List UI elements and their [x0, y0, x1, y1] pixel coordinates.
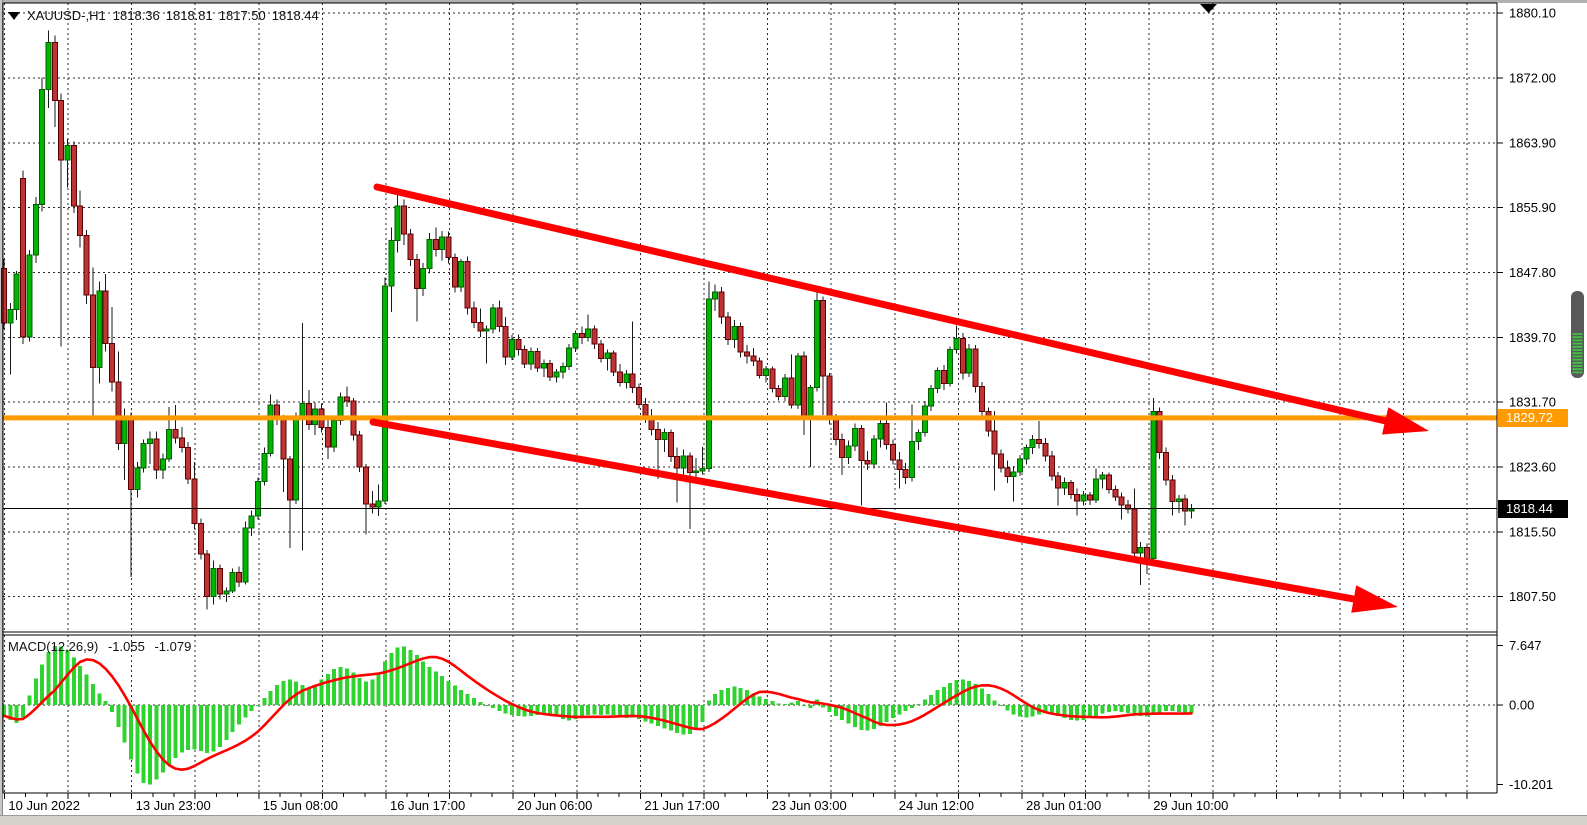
macd-signal-line [2, 655, 1193, 772]
price-tick-label: 1839.70 [1509, 330, 1556, 345]
candles [1, 30, 1195, 610]
symbol-marker-icon [8, 11, 20, 20]
time-tick-label: 28 Jun 01:00 [1026, 798, 1101, 813]
quote-high: 1818.81 [165, 8, 213, 23]
time-tick-label: 23 Jun 03:00 [772, 798, 847, 813]
quote-close: 1818.44 [271, 8, 319, 23]
time-tick-label: 15 Jun 08:00 [263, 798, 338, 813]
price-tick-label: 1807.50 [1509, 589, 1556, 604]
current-price-tag: 1818.44 [1498, 500, 1568, 518]
macd-signal-value: -1.079 [154, 639, 192, 654]
time-tick-label: 21 Jun 17:00 [644, 798, 719, 813]
price-tick-label: 1831.70 [1509, 394, 1556, 409]
macd-tick-label: 0.00 [1509, 698, 1534, 713]
price-tick-label: 1863.90 [1509, 136, 1556, 151]
macd-histogram [2, 645, 1194, 785]
chart-title: XAUUSD-,H1 1818.36 1818.81 1817.50 1818.44 [8, 8, 319, 23]
hline-price-tag: 1829.72 [1498, 409, 1568, 427]
quote-open: 1818.36 [112, 8, 160, 23]
price-tick-label: 1880.10 [1509, 6, 1556, 21]
price-tick-label: 1823.60 [1509, 460, 1556, 475]
time-tick-label: 10 Jun 2022 [8, 798, 80, 813]
window-bottom-edge [0, 815, 1587, 825]
chart-shift-marker-icon [1200, 4, 1217, 13]
macd-tick-label: -10.201 [1509, 777, 1553, 792]
price-tick-label: 1815.50 [1509, 525, 1556, 540]
time-tick-label: 16 Jun 17:00 [390, 798, 465, 813]
macd-indicator-label: MACD(12,26,9) -1.055 -1.079 [8, 639, 191, 654]
time-tick-label: 13 Jun 23:00 [136, 798, 211, 813]
quote-low: 1817.50 [218, 8, 266, 23]
macd-value: -1.055 [107, 639, 145, 654]
macd-name: MACD(12,26,9) [8, 639, 99, 654]
window-top-edge [0, 0, 1587, 3]
time-tick-label: 29 Jun 10:00 [1153, 798, 1228, 813]
time-tick-label: 24 Jun 12:00 [899, 798, 974, 813]
time-axis[interactable]: 10 Jun 2022 13 Jun 23:00 15 Jun 08:00 16 Ju… [3, 793, 1468, 813]
trendline-upper[interactable] [373, 183, 1429, 435]
pane-frames [2, 2, 1498, 794]
price-axis[interactable]: 1880.10 1872.00 1863.90 1855.90 1847.80 1839.… [1497, 6, 1556, 604]
macd-tick-label: 7.647 [1509, 638, 1542, 653]
price-tick-label: 1872.00 [1509, 71, 1556, 86]
price-tick-label: 1847.80 [1509, 265, 1556, 280]
trendline-lower[interactable] [369, 418, 1398, 613]
symbol-timeframe: XAUUSD-,H1 [27, 8, 106, 23]
time-tick-label: 20 Jun 06:00 [517, 798, 592, 813]
scroll-thumb[interactable] [1571, 291, 1584, 378]
macd-axis[interactable]: 7.647 0.00 -10.201 [1497, 638, 1553, 792]
price-tick-label: 1855.90 [1509, 200, 1556, 215]
